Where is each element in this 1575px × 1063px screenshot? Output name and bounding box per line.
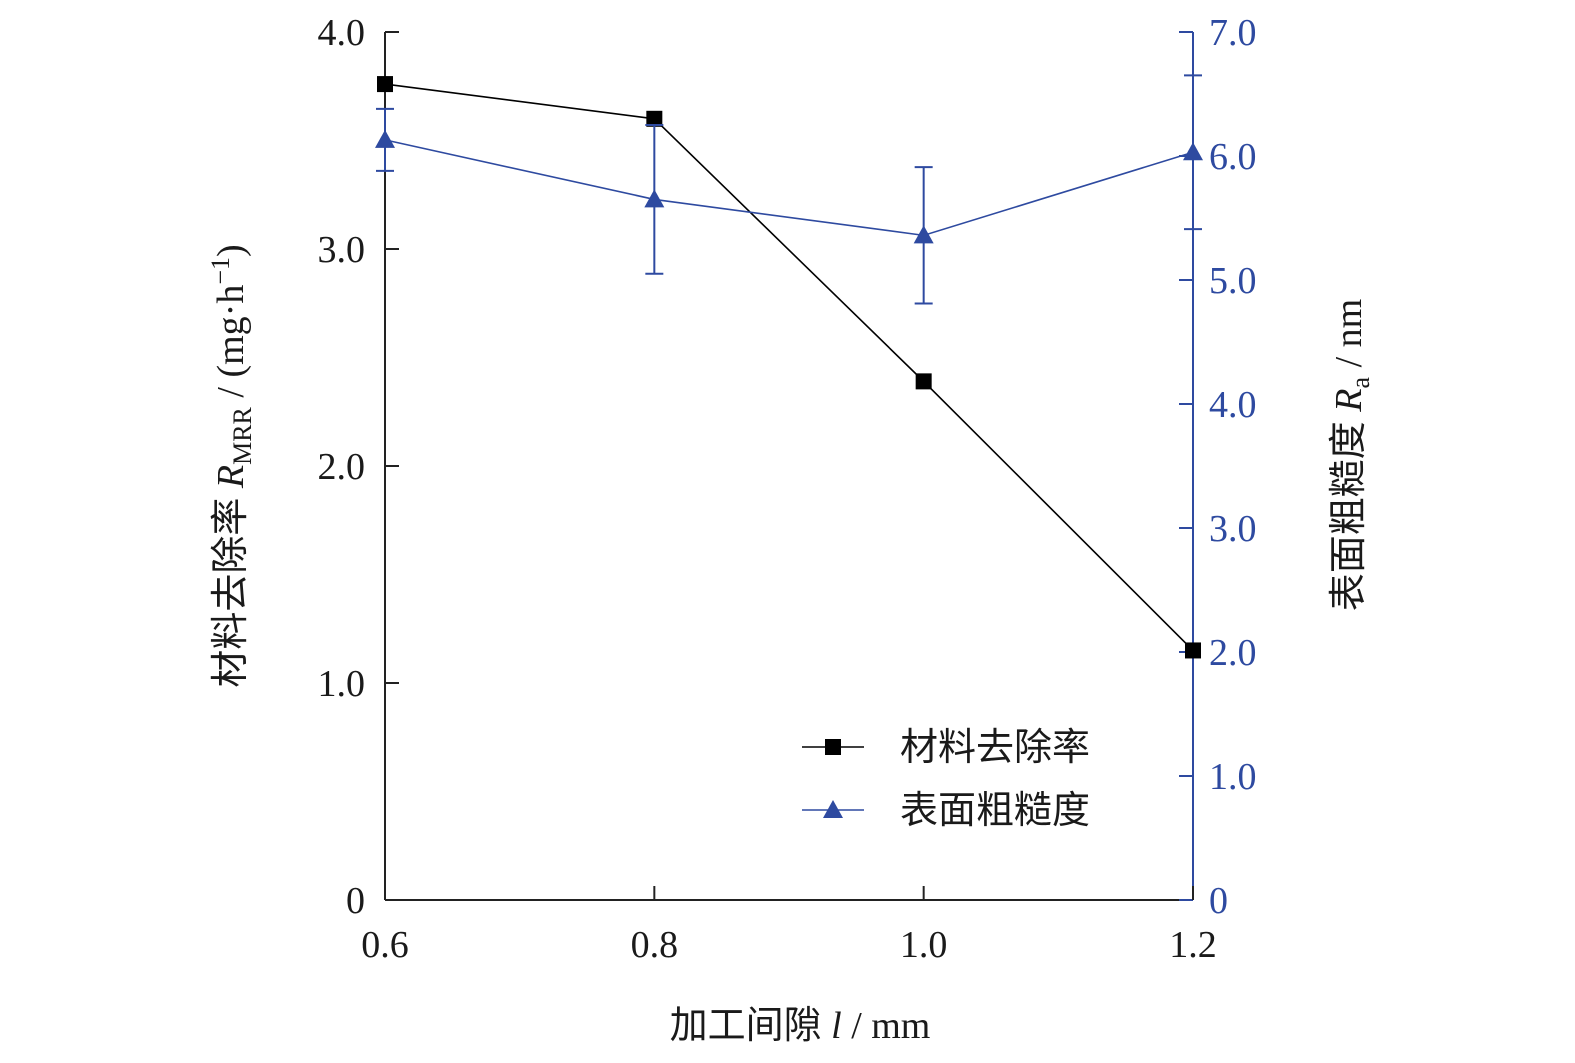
data-point-triangle xyxy=(375,129,395,148)
data-point-triangle xyxy=(644,189,665,208)
data-point-square xyxy=(915,373,932,390)
x-tick-label: 1.2 xyxy=(1169,924,1217,966)
left-tick-label: 2.0 xyxy=(318,446,366,488)
legend-label: 表面粗糙度 xyxy=(900,790,1090,832)
legend-entry: 材料去除率 xyxy=(802,727,1090,769)
legend-marker-triangle xyxy=(823,800,843,818)
right-y-axis-label: 表面粗糙度 Ra / nm xyxy=(1328,299,1375,611)
data-point-square xyxy=(1185,642,1201,659)
right-tick-label: 1.0 xyxy=(1209,756,1257,798)
left-tick-label: 1.0 xyxy=(318,663,366,705)
series-line xyxy=(384,139,1194,237)
data-point-triangle xyxy=(1183,142,1203,161)
left-tick-label: 4.0 xyxy=(318,12,366,54)
right-tick-label: 7.0 xyxy=(1209,12,1257,54)
right-tick-label: 4.0 xyxy=(1209,384,1257,426)
right-tick-label: 0 xyxy=(1209,880,1228,922)
left-tick-label: 0 xyxy=(346,880,365,922)
axis-labels: 加工间隙 l / mm 材料去除率 RMRR / (mg·h−1) 表面粗糙度 Ra… xyxy=(206,244,1375,1047)
right-tick-label: 6.0 xyxy=(1209,136,1257,178)
left-y-axis-label: 材料去除率 RMRR / (mg·h−1) xyxy=(206,244,257,687)
legend-label: 材料去除率 xyxy=(900,727,1090,769)
data-point-square xyxy=(377,76,393,93)
right-tick-label: 5.0 xyxy=(1209,260,1257,302)
data-point-triangle xyxy=(913,225,934,244)
data-point-square xyxy=(646,110,663,127)
series-mrr xyxy=(377,76,1201,659)
left-tick-label: 3.0 xyxy=(318,229,366,271)
series-layer xyxy=(375,74,1203,659)
series-line xyxy=(384,83,1194,652)
axes: 0 1.0 2.0 3.0 4.0 0 1.0 2.0 3.0 4.0 5.0 6.0 7.0 0.6 0.… xyxy=(318,12,1257,966)
right-tick-label: 2.0 xyxy=(1209,632,1257,674)
series-roughness xyxy=(375,74,1203,305)
legend-entry: 表面粗糙度 xyxy=(802,790,1090,832)
x-axis-label: 加工间隙 l / mm xyxy=(670,1005,931,1047)
x-tick-label: 0.6 xyxy=(361,924,409,966)
right-tick-label: 3.0 xyxy=(1209,508,1257,550)
x-tick-label: 0.8 xyxy=(631,924,679,966)
x-tick-label: 1.0 xyxy=(900,924,948,966)
legend-marker-square xyxy=(825,739,841,755)
